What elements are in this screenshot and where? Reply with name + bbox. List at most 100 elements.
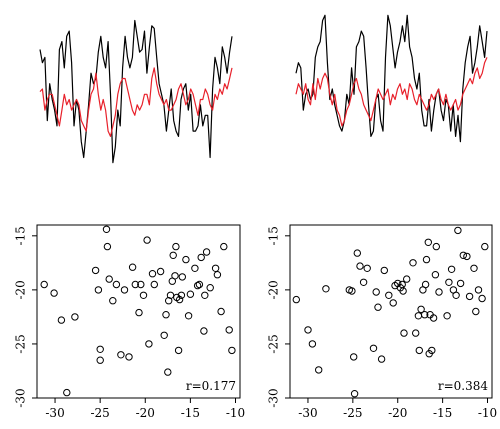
scatter-point: [169, 251, 177, 260]
scatter-point: [191, 264, 199, 272]
scatter-point: [102, 225, 111, 234]
scatter-point: [206, 284, 214, 292]
bottom-left-scatter-panel: -30 -25 -20 -15 -10 -15 -20 -25 -30 r=0.177: [14, 224, 245, 420]
correlation-label: r=0.384: [438, 379, 489, 393]
scatter-point: [166, 291, 175, 299]
scatter-point: [421, 280, 430, 289]
scatter-point: [350, 390, 359, 398]
scatter-point: [156, 267, 165, 276]
scatter-point: [409, 259, 417, 267]
scatter-point: [120, 286, 129, 294]
scatter-point: [421, 311, 429, 319]
scatter-point: [415, 346, 423, 355]
scatter-point: [184, 312, 193, 320]
scatter-point: [57, 316, 66, 324]
scatter-point: [162, 311, 170, 319]
scatter-point: [385, 291, 393, 299]
scatter-point: [474, 286, 483, 294]
scatter-point: [137, 280, 145, 289]
scatter-point: [63, 388, 71, 397]
scatter-point: [217, 307, 225, 316]
scatter-point: [470, 264, 478, 272]
x-tick-label: -20: [136, 406, 155, 420]
scatter-point: [322, 285, 330, 293]
scatter-point: [135, 308, 143, 317]
scatter-point: [429, 314, 438, 322]
scatter-point: [112, 280, 121, 289]
y-tick-label: -15: [267, 226, 281, 245]
scatter-point: [292, 295, 300, 304]
scatter-point: [105, 275, 113, 283]
scatter-point: [197, 253, 205, 262]
scatter-point: [148, 270, 157, 278]
bottom-right-scatter-panel: -30 -25 -20 -15 -10 -15 -20 -25 -30 r=0.384: [267, 224, 497, 420]
top-left-line-panel: [39, 19, 233, 164]
scatter-point: [228, 346, 236, 355]
black-series-line: [295, 14, 488, 143]
y-tick-label: -20: [267, 280, 281, 299]
scatter-point: [445, 278, 453, 286]
scatter-point: [356, 262, 364, 270]
x-tick-label: -10: [226, 406, 245, 420]
scatter-point: [424, 238, 432, 247]
scatter-point: [389, 299, 397, 307]
x-tick-label: -30: [298, 406, 317, 420]
scatter-point: [186, 290, 195, 298]
scatter-point: [213, 271, 222, 279]
y-tick-label: -25: [14, 334, 28, 353]
scatter-point: [400, 329, 408, 337]
y-tick-label: -15: [14, 226, 28, 245]
scatter-point: [431, 271, 440, 279]
x-tick-label: -10: [478, 406, 497, 420]
scatter-point: [202, 248, 211, 256]
scatter-point: [369, 344, 378, 352]
scatter-point: [225, 326, 233, 334]
scatter-point: [348, 287, 356, 295]
scatter-point: [40, 280, 48, 289]
scatter-point: [481, 242, 489, 251]
black-series-line: [39, 19, 233, 164]
scatter-point: [177, 291, 186, 299]
scatter-point: [377, 355, 386, 363]
scatter-point: [94, 286, 103, 294]
scatter-point: [125, 353, 133, 361]
y-tick-label: -20: [14, 280, 28, 299]
scatter-point: [456, 279, 465, 288]
scatter-point: [463, 252, 471, 261]
scatter-point: [478, 294, 486, 303]
x-tick-label: -15: [181, 406, 200, 420]
scatter-point: [350, 353, 358, 361]
scatter-point: [91, 266, 100, 275]
scatter-point: [372, 288, 380, 296]
scatter-point: [71, 313, 79, 321]
scatter-point: [103, 242, 112, 251]
red-series-line: [39, 67, 233, 137]
scatter-point: [174, 346, 183, 355]
scatter-point: [117, 351, 125, 359]
scatter-point: [178, 273, 187, 281]
scatter-point: [472, 307, 480, 316]
scatter-point: [399, 287, 407, 295]
plot-frame: [289, 224, 493, 399]
scatter-point: [182, 255, 190, 264]
scatter-point: [414, 312, 423, 320]
scatter-point: [50, 289, 58, 297]
x-tick-label: -25: [90, 406, 109, 420]
scatter-point: [459, 251, 467, 260]
scatter-point: [359, 278, 368, 286]
scatter-point: [220, 242, 228, 251]
scatter-point: [139, 291, 148, 299]
scatter-point: [150, 280, 159, 289]
scatter-point: [403, 275, 411, 283]
scatter-point: [353, 249, 361, 257]
scatter-point: [172, 242, 180, 251]
scatter-point: [201, 291, 209, 299]
scatter-point: [211, 264, 220, 272]
scatter-point: [454, 226, 462, 235]
scatter-point: [143, 236, 151, 244]
scatter-point: [308, 340, 317, 348]
scatter-point: [428, 346, 436, 355]
scatter-point: [171, 272, 179, 280]
scatter-point: [374, 303, 382, 311]
scatter-point: [109, 297, 117, 305]
